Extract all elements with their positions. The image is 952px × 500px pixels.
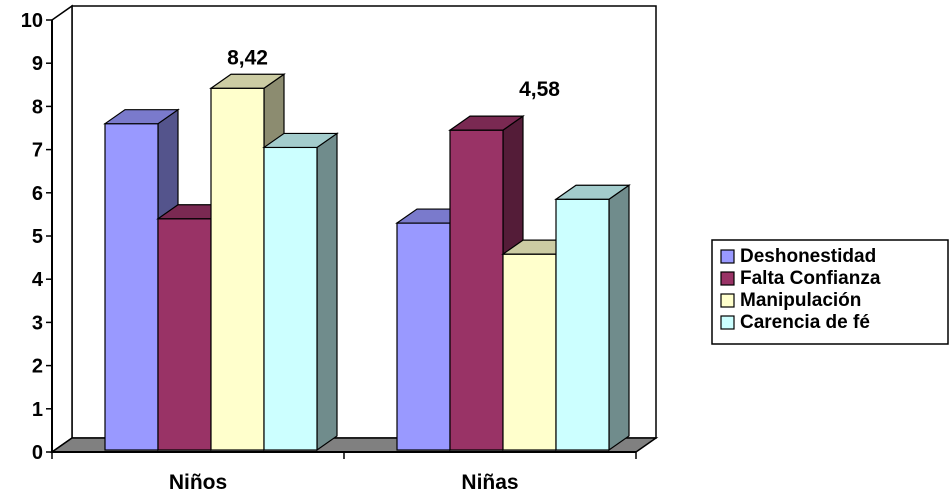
bar-front-face: [263, 146, 318, 451]
bar-front-face: [210, 87, 265, 451]
data-label: 4,58: [519, 78, 560, 101]
y-tick-label: 6: [32, 183, 43, 205]
side-wall: [51, 4, 73, 454]
bar-side-face: [316, 132, 338, 452]
y-tick-label: 5: [32, 226, 43, 248]
legend-label: Deshonestidad: [740, 246, 876, 267]
bar-top-face: [209, 73, 286, 89]
x-category-label: Niños: [169, 471, 227, 494]
bar-front-face: [396, 222, 451, 451]
legend-box: [711, 239, 949, 345]
legend-swatch: [720, 315, 735, 330]
y-tick-label: 3: [32, 312, 43, 334]
bar-top-face: [262, 132, 339, 149]
legend-label: Carencia de fé: [740, 312, 870, 333]
bar-top-face: [554, 184, 631, 200]
bar: [554, 184, 631, 452]
bar-front-face: [157, 218, 212, 451]
x-category-labels: Niños Niñas: [169, 471, 519, 494]
y-tick-label: 2: [32, 356, 43, 378]
y-tick-labels: 0 1 2 3 4 5 6 7 8 9 10: [21, 10, 44, 464]
legend-label: Manipulación: [740, 290, 861, 311]
legend-swatch: [720, 249, 735, 264]
bar-top-face: [448, 115, 525, 131]
x-category-label: Niñas: [461, 471, 518, 494]
legend-swatch: [720, 271, 735, 286]
data-label: 8,42: [227, 46, 268, 69]
bars: [103, 73, 631, 452]
y-tick-label: 0: [32, 442, 43, 464]
bar-side-face: [608, 184, 630, 452]
legend-label: Falta Confianza: [740, 268, 881, 289]
bar-front-face: [449, 129, 504, 451]
y-tick-label: 10: [21, 10, 43, 32]
data-labels: 8,42 4,58: [227, 46, 560, 101]
bar-top-face: [103, 109, 180, 125]
y-tick-label: 9: [32, 53, 43, 75]
y-tick-label: 1: [32, 399, 43, 421]
y-tick-label: 4: [32, 269, 44, 291]
bar-front-face: [104, 123, 159, 451]
bar: [262, 132, 339, 452]
legend-swatch: [720, 293, 735, 308]
y-tick-label: 8: [32, 96, 43, 118]
chart-axes: [46, 19, 637, 459]
y-tick-label: 7: [32, 140, 43, 162]
bar-front-face: [502, 253, 557, 451]
bar-front-face: [555, 198, 610, 451]
